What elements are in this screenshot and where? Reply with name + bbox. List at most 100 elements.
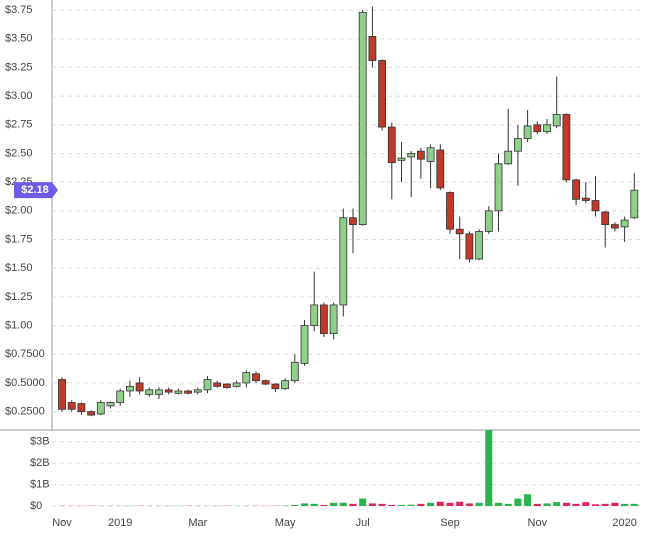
candle-body (563, 114, 570, 179)
candle-body (456, 229, 463, 234)
volume-bar (437, 502, 444, 506)
volume-bar (631, 504, 638, 506)
candle-body (544, 125, 551, 132)
candle-body (262, 381, 269, 384)
volume-bar (311, 504, 318, 506)
volume-bar (456, 502, 463, 506)
candle-body (107, 402, 114, 405)
y-tick-label: $3.50 (5, 33, 33, 45)
candle-body (485, 211, 492, 232)
volume-bar (408, 505, 415, 506)
y2-tick-label: $0 (30, 500, 42, 512)
volume-bar (291, 505, 298, 506)
candle-body (301, 326, 308, 364)
y-tick-label: $1.50 (5, 262, 33, 274)
x-tick-label: Mar (188, 517, 207, 529)
candle-body (582, 198, 589, 200)
y-tick-label: $0.5000 (5, 377, 45, 389)
candle-body (408, 153, 415, 156)
x-tick-label: Nov (528, 517, 548, 529)
y2-tick-label: $1B (30, 478, 50, 490)
volume-bar (514, 499, 521, 506)
candle-body (631, 190, 638, 218)
y-tick-label: $1.75 (5, 233, 33, 245)
volume-bar (553, 502, 560, 506)
candle-body (417, 151, 424, 159)
candle-body (330, 305, 337, 334)
candle-body (136, 383, 143, 391)
candle-body (388, 127, 395, 163)
candle-body (427, 148, 434, 162)
y-tick-label: $2.75 (5, 119, 33, 131)
y-tick-label: $3.00 (5, 90, 33, 102)
volume-bar (611, 503, 618, 506)
candle-body (175, 391, 182, 393)
y2-tick-label: $3B (30, 436, 50, 448)
volume-bar (427, 503, 434, 506)
candle-body (447, 192, 454, 229)
y2-tick-label: $2B (30, 457, 50, 469)
y-tick-label: $0.7500 (5, 348, 45, 360)
candle-body (291, 362, 298, 380)
candle-body (233, 383, 240, 386)
candle-body (78, 404, 85, 412)
volume-bar (320, 505, 327, 506)
candle-body (282, 381, 289, 389)
candle-body (223, 384, 230, 387)
volume-bar (379, 504, 386, 506)
candle-body (476, 231, 483, 259)
candle-body (350, 218, 357, 225)
x-tick-label: Jul (356, 517, 370, 529)
candle-body (369, 36, 376, 60)
current-price-label: $2.18 (21, 184, 49, 196)
x-tick-label: 2019 (108, 517, 132, 529)
volume-bar (495, 503, 502, 506)
candle-body (437, 150, 444, 188)
y-tick-label: $1.00 (5, 319, 33, 331)
volume-bar (398, 505, 405, 506)
candle-body (156, 390, 163, 395)
y-tick-label: $2.50 (5, 147, 33, 159)
y-tick-label: $0.2500 (5, 406, 45, 418)
candle-body (117, 391, 124, 402)
volume-bar (485, 430, 492, 506)
candle-body (126, 386, 133, 391)
candle-body (495, 164, 502, 211)
x-tick-label: 2020 (612, 517, 636, 529)
candle-body (311, 305, 318, 326)
candle-body (398, 158, 405, 160)
x-tick-label: Nov (52, 517, 72, 529)
candle-body (88, 412, 95, 415)
candle-body (146, 390, 153, 395)
candle-body (272, 384, 279, 389)
candle-body (340, 218, 347, 305)
candle-body (253, 374, 260, 381)
candle-body (59, 380, 66, 410)
volume-bar (350, 504, 357, 506)
volume-bar (466, 503, 473, 506)
candle-body (379, 61, 386, 128)
x-tick-label: May (275, 517, 296, 529)
candle-body (68, 402, 75, 409)
candle-body (185, 391, 192, 393)
candle-body (524, 126, 531, 139)
volume-bar (592, 504, 599, 506)
volume-bar (359, 499, 366, 506)
candle-body (204, 380, 211, 390)
candle-body (359, 12, 366, 224)
volume-bar (301, 503, 308, 506)
candle-body (592, 201, 599, 211)
candle-body (602, 212, 609, 225)
candle-body (553, 114, 560, 125)
y-tick-label: $2.00 (5, 205, 33, 217)
volume-bar (602, 504, 609, 506)
volume-bar (621, 504, 628, 506)
candle-body (505, 151, 512, 164)
volume-bar (330, 503, 337, 506)
candle-body (534, 125, 541, 132)
candle-body (243, 373, 250, 383)
candle-body (466, 234, 473, 259)
candle-body (621, 220, 628, 227)
candle-body (320, 305, 327, 334)
